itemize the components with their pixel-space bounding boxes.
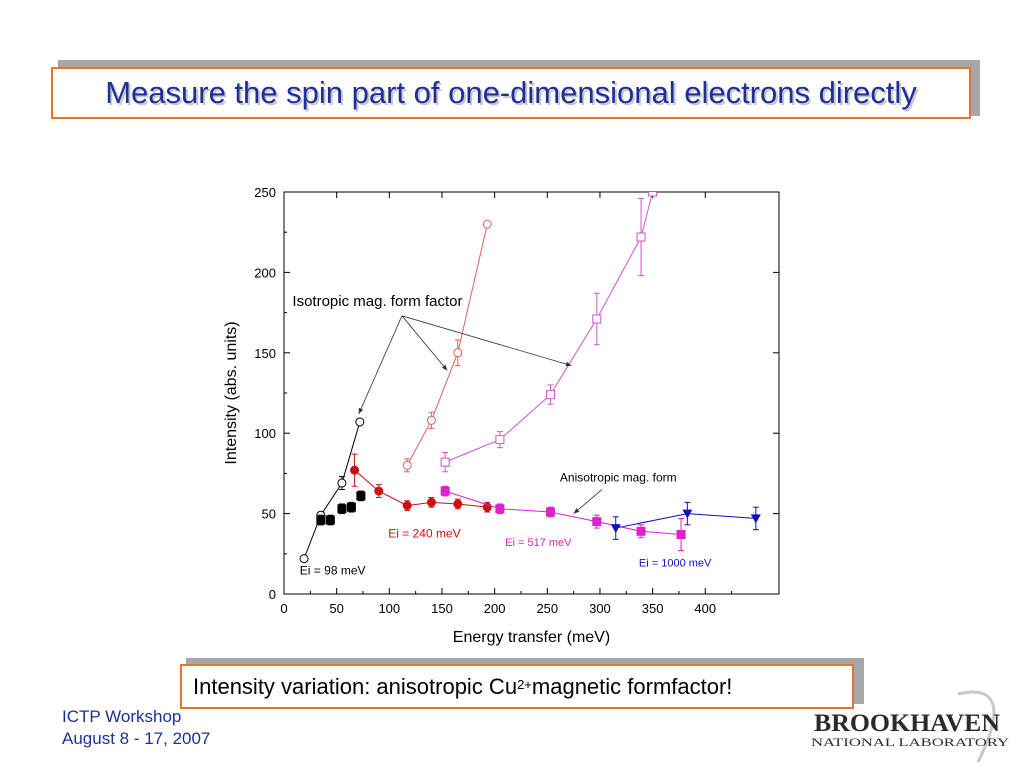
y-tick-label: 150 [254,346,276,361]
data-point [426,415,436,425]
data-point [350,465,360,475]
series-line [354,469,488,508]
series-label: Ei = 98 meV [300,564,366,578]
data-point [495,435,505,445]
data-point [453,499,463,509]
annotation-arrow [401,315,572,367]
series-line [406,224,488,466]
intensity-chart: 0 50 100 150 200 250 300 350 400 0 50 100 150 200 250 E… [223,185,780,646]
y-tick-label: 0 [269,587,276,602]
data-layer [299,192,761,564]
data-point [355,417,365,427]
caption-box: Intensity variation: anisotropic Cu 2+ ma… [180,664,854,709]
data-point [676,530,686,540]
data-point [316,515,326,525]
caption-superscript: 2+ [517,677,532,692]
series-label: Ei = 517 meV [505,537,572,549]
x-tick-label: 300 [589,601,611,616]
series-line [444,192,654,463]
y-tick-label: 250 [254,185,276,200]
data-point [337,504,347,514]
y-tick-label: 50 [262,507,276,522]
y-tick-label: 200 [254,265,276,280]
data-point [682,509,693,519]
x-tick-label: 100 [378,601,400,616]
data-point [482,219,492,229]
data-point [426,497,436,507]
data-point [648,192,658,197]
logo-swoosh-icon [957,690,996,763]
data-point [592,517,602,527]
data-point [453,348,463,358]
series-line [615,513,756,529]
data-point [346,502,356,512]
caption-text-end: magnetic formfactor! [531,673,733,699]
x-tick-label: 400 [694,601,716,616]
data-point [356,491,366,501]
annotation-anisotropic: Anisotropic mag. form [560,470,677,484]
x-tick-label: 0 [280,601,287,616]
series-label: Ei = 1000 meV [639,558,712,570]
slide-title: Measure the spin part of one-dimensional… [105,75,917,110]
footer-dates: August 8 - 17, 2007 [62,729,211,748]
logo-subtitle: NATIONAL LABORATORY [811,735,1009,749]
data-point [440,486,450,496]
data-point [592,314,602,324]
data-point [750,514,761,524]
data-point [636,232,646,242]
plot-frame [283,191,780,595]
data-point [610,524,621,534]
x-axis-label: Energy transfer (meV) [453,629,610,646]
caption-text: Intensity variation: anisotropic Cu [193,673,518,699]
annotation-arrow [358,315,403,415]
logo-name: BROOKHAVEN [814,710,1000,737]
title-box: Measure the spin part of one-dimensional… [51,67,971,119]
data-point [440,457,450,467]
series-label: Ei = 240 meV [388,527,460,541]
data-point [545,507,555,517]
y-tick-label: 100 [254,426,276,441]
data-point [337,478,347,488]
data-point [636,526,646,536]
brookhaven-logo: BROOKHAVEN NATIONAL LABORATORY [811,690,1009,763]
data-point [374,486,384,496]
series-line [303,421,361,559]
annotation-arrow [573,489,603,514]
x-tick-label: 50 [329,601,343,616]
x-tick-label: 150 [431,601,453,616]
data-point [325,515,335,525]
data-point [495,504,505,514]
annotation-arrow [401,315,448,371]
footer-workshop: ICTP Workshop [62,707,182,726]
x-tick-label: 200 [484,601,506,616]
data-point [402,501,412,511]
data-point [402,460,412,470]
x-tick-label: 250 [536,601,558,616]
annotation-isotropic: Isotropic mag. form factor [292,293,462,310]
x-tick-label: 350 [642,601,664,616]
series-line [444,490,682,536]
footer: ICTP Workshop August 8 - 17, 2007 [62,706,210,750]
data-point [299,554,309,564]
data-point [545,390,555,400]
y-axis-label: Intensity (abs. units) [223,321,240,464]
